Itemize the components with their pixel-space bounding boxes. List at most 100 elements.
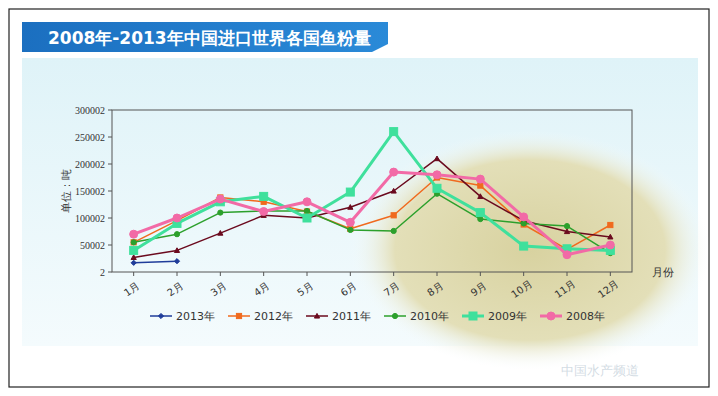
x-tick-label: 3月 (208, 280, 228, 298)
data-point (218, 210, 223, 215)
data-point (433, 184, 441, 192)
data-point (608, 234, 613, 239)
data-point (348, 227, 353, 232)
data-point (304, 208, 309, 213)
data-point (130, 230, 138, 238)
data-point (303, 214, 311, 222)
x-tick (567, 272, 568, 276)
legend-marker (314, 313, 319, 318)
series-line (134, 194, 611, 253)
title: 2008年-2013年中国进口世界各国鱼粉量 (48, 28, 371, 48)
y-tick-label: 50002 (80, 240, 105, 251)
x-tick (350, 272, 351, 276)
data-point (391, 188, 396, 193)
x-tick (263, 272, 264, 276)
legend-label: 2012年 (254, 310, 293, 323)
x-tick-label: 1月 (122, 280, 142, 298)
data-point (304, 209, 309, 214)
y-tick (108, 137, 112, 138)
legend-marker (236, 313, 241, 318)
data-point (476, 209, 484, 217)
data-point (131, 240, 136, 245)
data-point (478, 194, 483, 199)
data-point (174, 259, 179, 264)
series-group (130, 128, 615, 266)
plot-frame (112, 110, 632, 272)
x-tick (133, 272, 134, 276)
legend-marker (158, 313, 163, 318)
y-tick (108, 218, 112, 219)
series-line (134, 261, 177, 263)
data-point (521, 221, 526, 226)
y-tick-label: 300002 (75, 105, 105, 116)
data-point (216, 195, 224, 203)
legend-label: 2010年 (410, 310, 449, 323)
x-tick-label: 11月 (553, 278, 578, 300)
x-tick-label: 9月 (468, 280, 488, 298)
x-tick (177, 272, 178, 276)
data-point (608, 222, 613, 227)
data-point (434, 156, 439, 161)
x-tick-label: 4月 (252, 280, 272, 298)
x-tick (523, 272, 524, 276)
x-tick-label: 7月 (382, 280, 402, 298)
x-tick (437, 272, 438, 276)
data-point (303, 198, 311, 206)
page-bg (0, 0, 718, 396)
x-tick-label: 10月 (509, 278, 534, 300)
y-tick-label: 250002 (75, 132, 105, 143)
x-tick (480, 272, 481, 276)
legend-label: 2013年 (176, 310, 215, 323)
data-point (606, 241, 614, 249)
legend-label: 2009年 (488, 310, 527, 323)
chart: 2008年-2013年中国进口世界各国鱼粉量250002100002150002… (0, 0, 718, 396)
y-tick-label: 200002 (75, 159, 105, 170)
y-tick (108, 164, 112, 165)
data-point (390, 168, 398, 176)
legend-label: 2008年 (566, 310, 605, 323)
data-point (478, 216, 483, 221)
data-point (476, 175, 484, 183)
outer-frame (9, 9, 709, 387)
x-tick (307, 272, 308, 276)
x-tick (610, 272, 611, 276)
legend-label: 2011年 (332, 310, 371, 323)
data-point (520, 242, 528, 250)
data-point (563, 251, 571, 259)
x-tick-label: 12月 (596, 278, 621, 300)
data-point (390, 128, 398, 136)
series-line (134, 172, 611, 255)
x-tick (393, 272, 394, 276)
y-axis-label: 单位：吨 (60, 169, 73, 213)
data-point (174, 232, 179, 237)
data-point (218, 231, 223, 236)
data-point (391, 213, 396, 218)
data-point (346, 188, 354, 196)
data-point (433, 171, 441, 179)
y-tick (108, 272, 112, 273)
data-point (130, 246, 138, 254)
y-tick-label: 150002 (75, 186, 105, 197)
y-tick (108, 245, 112, 246)
data-point (260, 192, 268, 200)
data-point (131, 255, 136, 260)
x-axis-label: 月份 (652, 266, 674, 279)
y-tick (108, 191, 112, 192)
legend-marker (547, 312, 555, 320)
data-point (131, 260, 136, 265)
y-tick-label: 100002 (75, 213, 105, 224)
data-point (520, 213, 528, 221)
data-point (478, 183, 483, 188)
x-tick-label: 2月 (165, 280, 185, 298)
y-tick-label: 2 (100, 267, 105, 278)
data-point (260, 208, 268, 216)
data-point (346, 218, 354, 226)
y-tick (108, 110, 112, 111)
data-point (564, 229, 569, 234)
title-banner (22, 22, 388, 52)
data-point (174, 248, 179, 253)
series-line (134, 132, 611, 251)
legend-marker (392, 313, 397, 318)
fishmeal-decoration (350, 130, 710, 370)
data-point (564, 224, 569, 229)
